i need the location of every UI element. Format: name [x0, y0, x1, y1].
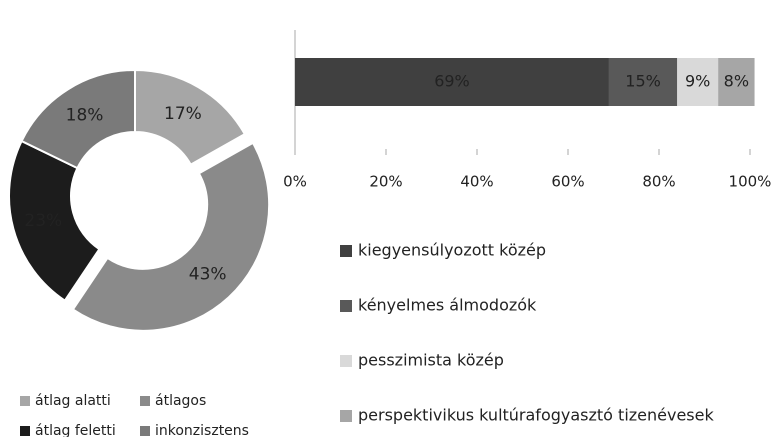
legend-swatch — [140, 426, 150, 436]
x-tick-label: 80% — [642, 173, 675, 191]
legend-swatch — [340, 355, 352, 367]
bar-segment — [608, 58, 678, 106]
data-label: 8% — [724, 72, 749, 91]
legend-label: perspektivikus kultúrafogyasztó tizenéve… — [358, 406, 714, 425]
slice-label: 23% — [24, 211, 62, 231]
slice-label: 18% — [66, 106, 104, 126]
legend-swatch — [20, 396, 30, 406]
slice-label: 17% — [164, 104, 202, 124]
x-tick-label: 20% — [369, 173, 402, 191]
slice-label: 43% — [189, 265, 227, 285]
x-tick-label: 40% — [460, 173, 493, 191]
x-tick-label: 100% — [729, 173, 772, 191]
pie-slice — [20, 68, 136, 170]
legend-label: pesszimista közép — [358, 351, 504, 370]
pie-slice — [134, 68, 247, 166]
bar-segment — [718, 58, 755, 106]
legend-label: kényelmes álmodozók — [358, 296, 537, 315]
legend-swatch — [340, 245, 352, 257]
bar-segment — [677, 58, 719, 106]
x-tick-label: 60% — [551, 173, 584, 191]
pie-slice — [8, 139, 101, 303]
legend-swatch — [20, 426, 30, 436]
legend-swatch — [340, 410, 352, 422]
legend-swatch — [140, 396, 150, 406]
data-label: 69% — [434, 72, 470, 91]
legend-swatch — [340, 300, 352, 312]
legend-label: átlagos — [155, 393, 206, 409]
legend-label: átlag alatti — [35, 393, 111, 409]
x-tick-label: 0% — [283, 173, 307, 191]
legend-label: kiegyensúlyozott közép — [358, 241, 546, 260]
bar-segment — [295, 58, 609, 106]
data-label: 15% — [625, 72, 661, 91]
legend-label: átlag feletti — [35, 423, 116, 437]
pie-slice — [71, 141, 271, 332]
legend-label: inkonzisztens — [155, 423, 249, 437]
data-label: 9% — [685, 72, 710, 91]
